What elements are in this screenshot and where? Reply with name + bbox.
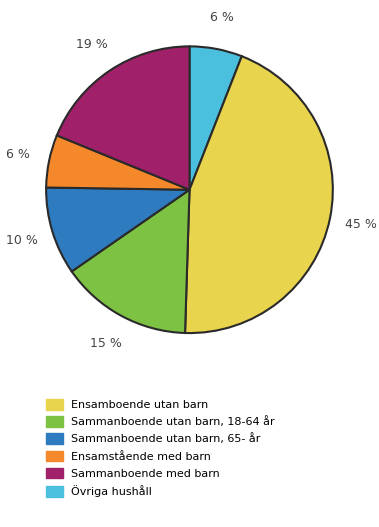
Text: 15 %: 15 % [90,337,122,350]
Wedge shape [185,56,333,333]
Text: 10 %: 10 % [6,234,38,247]
Text: 45 %: 45 % [345,218,377,231]
Text: 6 %: 6 % [6,148,30,161]
Legend: Ensamboende utan barn, Sammanboende utan barn, 18-64 år, Sammanboende utan barn,: Ensamboende utan barn, Sammanboende utan… [42,396,278,500]
Text: 19 %: 19 % [76,38,108,51]
Wedge shape [72,190,190,333]
Wedge shape [190,46,242,190]
Wedge shape [46,188,190,271]
Wedge shape [57,46,190,190]
Text: 6 %: 6 % [210,12,234,24]
Wedge shape [46,135,190,190]
